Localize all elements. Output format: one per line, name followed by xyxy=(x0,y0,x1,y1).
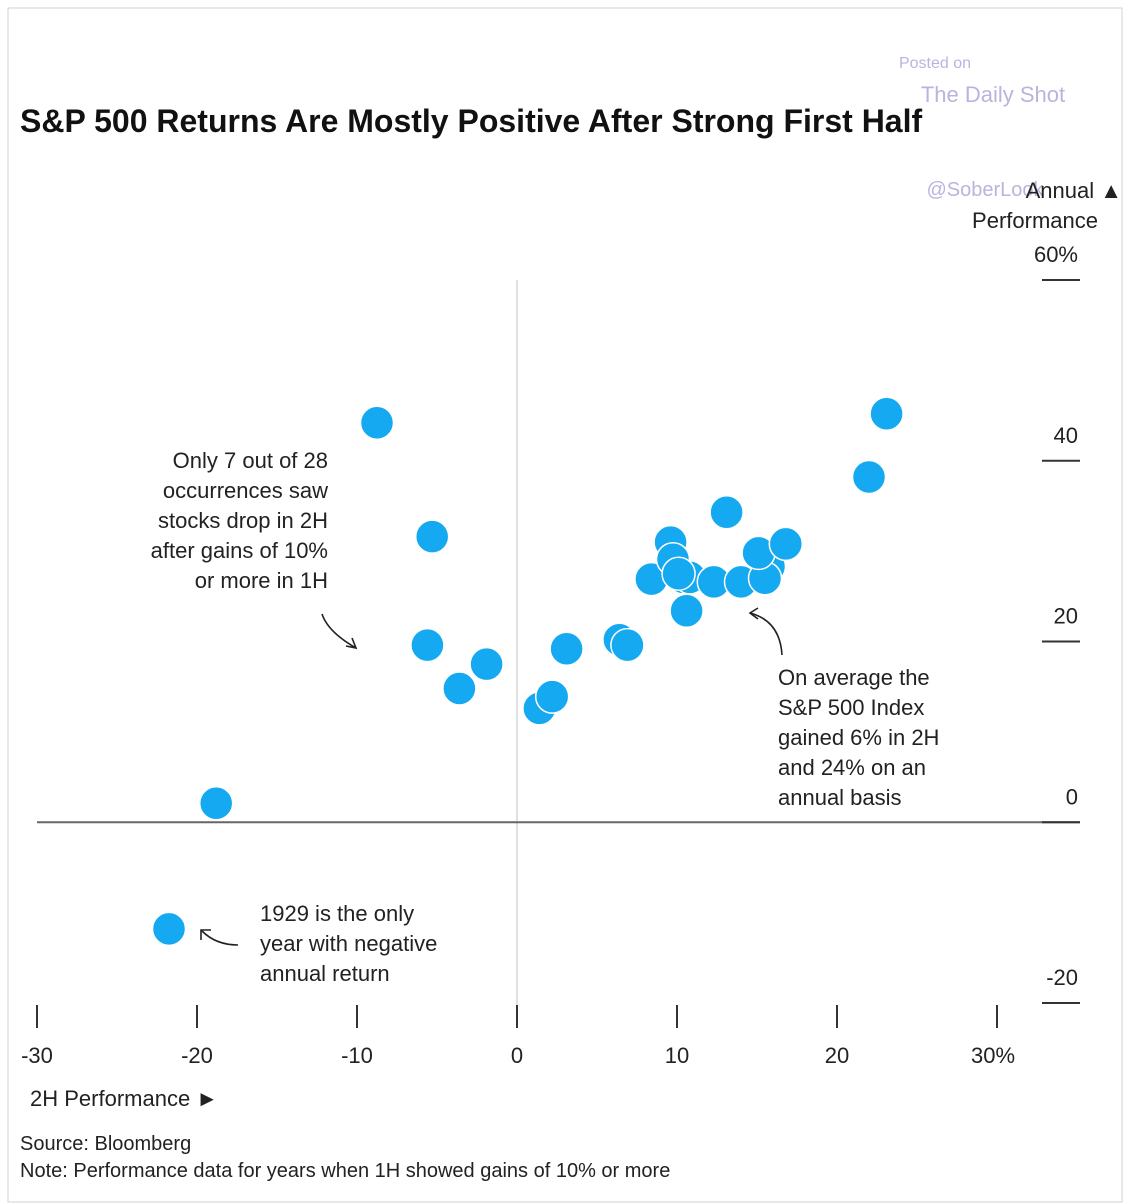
point xyxy=(549,631,584,666)
watermark: The Daily Shot xyxy=(921,82,1065,107)
annotation: or more in 1H xyxy=(195,568,328,593)
y-tick-label: 20 xyxy=(1054,604,1078,629)
annotation: On average the xyxy=(778,665,930,690)
frame xyxy=(7,7,1123,1203)
y-tick-label: 40 xyxy=(1054,423,1078,448)
point xyxy=(610,627,645,663)
point xyxy=(709,495,744,530)
annotation: Only 7 out of 28 xyxy=(173,448,328,473)
note: Note: Performance data for years when 1H… xyxy=(20,1160,670,1182)
x-tick-label: -30 xyxy=(21,1043,53,1068)
annotation: year with negative xyxy=(260,931,437,956)
source: Source: Bloomberg xyxy=(20,1133,191,1155)
annotation: annual return xyxy=(260,961,390,986)
x-tick-label: 30% xyxy=(971,1043,1015,1068)
y-tick-label: 60% xyxy=(1034,242,1078,267)
point xyxy=(534,679,570,714)
point xyxy=(198,786,234,821)
point xyxy=(151,911,187,947)
point xyxy=(410,627,445,663)
x-tick-label: 10 xyxy=(665,1043,689,1068)
y-tick-label: -20 xyxy=(1046,965,1078,990)
annotation: occurrences saw xyxy=(163,478,328,503)
arrow xyxy=(748,607,783,656)
x-tick-label: -20 xyxy=(181,1043,213,1068)
x-axis-label: 2H Performance ► xyxy=(30,1086,218,1111)
y-axis-label: Annual ▲ xyxy=(1026,178,1122,203)
watermark: Posted on xyxy=(899,55,971,72)
watermark: @SoberLook xyxy=(926,179,1044,201)
x-tick-label: 0 xyxy=(511,1043,523,1068)
annotation: gained 6% in 2H xyxy=(778,725,939,750)
point xyxy=(669,593,704,629)
annotation: stocks drop in 2H xyxy=(158,508,328,533)
point xyxy=(869,396,904,432)
point xyxy=(442,671,477,706)
annotation: annual basis xyxy=(778,785,902,810)
annotation: 1929 is the only xyxy=(260,901,414,926)
x-tick-label: -10 xyxy=(341,1043,373,1068)
annotation: after gains of 10% xyxy=(151,538,328,563)
point xyxy=(851,459,887,495)
annotation: and 24% on an xyxy=(778,755,926,780)
point xyxy=(469,646,504,682)
point xyxy=(661,556,696,591)
point xyxy=(359,405,395,441)
chart-title: S&P 500 Returns Are Mostly Positive Afte… xyxy=(20,103,922,139)
y-axis-label: Performance xyxy=(972,208,1098,233)
y-tick-label: 0 xyxy=(1066,784,1078,809)
point xyxy=(414,519,450,554)
x-tick-label: 20 xyxy=(825,1043,849,1068)
arrow xyxy=(321,613,358,650)
arrow xyxy=(200,929,239,946)
annotation: S&P 500 Index xyxy=(778,695,924,720)
point xyxy=(768,526,804,562)
